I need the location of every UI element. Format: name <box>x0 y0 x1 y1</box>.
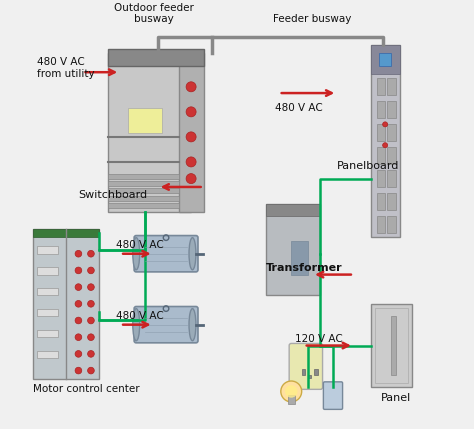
Bar <box>387 147 396 164</box>
Bar <box>108 196 179 200</box>
FancyBboxPatch shape <box>289 344 322 390</box>
Bar <box>108 174 179 178</box>
Bar <box>377 147 385 164</box>
Bar <box>291 241 308 275</box>
FancyBboxPatch shape <box>371 304 412 387</box>
Bar <box>387 216 396 233</box>
Bar <box>392 316 396 375</box>
Bar <box>36 267 57 275</box>
Bar <box>36 329 57 337</box>
Circle shape <box>186 107 196 117</box>
Bar <box>266 204 320 216</box>
Bar <box>387 79 396 95</box>
Bar <box>314 369 318 375</box>
Bar <box>377 216 385 233</box>
Bar <box>36 246 57 254</box>
Bar <box>377 79 385 95</box>
Circle shape <box>75 334 82 341</box>
Bar <box>375 308 408 383</box>
Bar <box>379 54 392 66</box>
Circle shape <box>75 367 82 374</box>
Text: 480 V AC: 480 V AC <box>274 103 322 113</box>
Bar <box>36 350 57 358</box>
Circle shape <box>186 132 196 142</box>
Circle shape <box>383 143 388 148</box>
Text: Switchboard: Switchboard <box>78 190 147 200</box>
Text: Outdoor feeder
busway: Outdoor feeder busway <box>114 3 193 24</box>
Bar <box>387 124 396 141</box>
Bar <box>377 170 385 187</box>
Circle shape <box>75 350 82 357</box>
Text: Transformer: Transformer <box>266 263 343 273</box>
Text: Motor control center: Motor control center <box>33 384 139 394</box>
Bar <box>108 188 179 193</box>
FancyBboxPatch shape <box>134 306 198 343</box>
Text: 120 V AC: 120 V AC <box>295 334 343 344</box>
Text: Panel: Panel <box>381 393 411 403</box>
Bar <box>387 170 396 187</box>
FancyBboxPatch shape <box>108 54 191 212</box>
Bar <box>301 369 305 375</box>
Bar <box>309 375 311 378</box>
Bar <box>371 45 400 74</box>
Bar <box>387 101 396 118</box>
Bar <box>108 203 179 208</box>
FancyBboxPatch shape <box>371 45 400 237</box>
FancyBboxPatch shape <box>266 204 320 296</box>
FancyBboxPatch shape <box>33 229 99 379</box>
Ellipse shape <box>189 308 196 341</box>
Ellipse shape <box>133 308 140 341</box>
Circle shape <box>75 317 82 324</box>
Text: 480 V AC
from utility: 480 V AC from utility <box>36 57 94 79</box>
Bar <box>377 101 385 118</box>
Circle shape <box>383 122 388 127</box>
Text: 480 V AC: 480 V AC <box>116 311 164 321</box>
Bar <box>387 193 396 210</box>
Bar <box>128 108 162 133</box>
Circle shape <box>88 334 94 341</box>
FancyBboxPatch shape <box>134 236 198 272</box>
Circle shape <box>88 317 94 324</box>
Circle shape <box>186 174 196 184</box>
Circle shape <box>88 350 94 357</box>
Circle shape <box>88 300 94 307</box>
Bar <box>377 193 385 210</box>
Bar <box>36 288 57 296</box>
Circle shape <box>285 385 298 398</box>
Bar <box>108 181 179 186</box>
Ellipse shape <box>189 238 196 270</box>
FancyBboxPatch shape <box>179 54 204 212</box>
Bar <box>377 124 385 141</box>
Circle shape <box>88 367 94 374</box>
Bar <box>288 395 294 404</box>
Bar <box>33 229 99 237</box>
Circle shape <box>186 82 196 92</box>
Text: Panelboard: Panelboard <box>337 161 400 171</box>
Circle shape <box>88 284 94 290</box>
FancyBboxPatch shape <box>108 49 204 66</box>
Circle shape <box>186 157 196 167</box>
Circle shape <box>88 267 94 274</box>
Circle shape <box>75 267 82 274</box>
Circle shape <box>281 381 301 402</box>
Circle shape <box>75 300 82 307</box>
Text: Feeder busway: Feeder busway <box>273 14 351 24</box>
Ellipse shape <box>133 238 140 270</box>
Bar <box>36 309 57 316</box>
Circle shape <box>75 284 82 290</box>
Circle shape <box>75 251 82 257</box>
Text: 480 V AC: 480 V AC <box>116 240 164 251</box>
FancyBboxPatch shape <box>323 382 343 409</box>
Circle shape <box>88 251 94 257</box>
